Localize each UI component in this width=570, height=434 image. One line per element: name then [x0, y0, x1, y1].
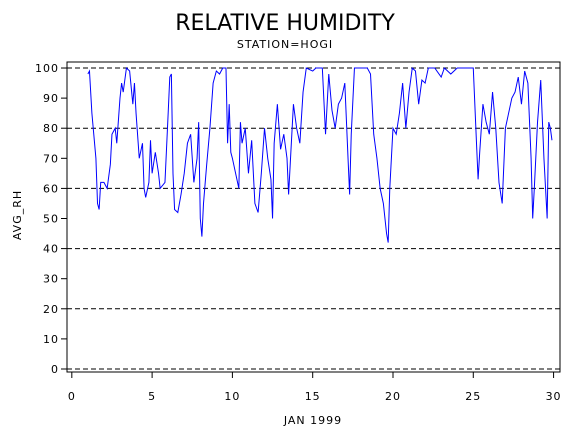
x-tick-label: 20: [385, 390, 401, 403]
plot-frame: [66, 61, 561, 373]
y-tick-label: 70: [43, 152, 59, 165]
y-tick-label: 40: [43, 243, 59, 256]
chart-subtitle: STATION=HOGI: [237, 38, 333, 51]
x-tick-label: 25: [465, 390, 481, 403]
x-axis-label: JAN 1999: [283, 414, 342, 427]
x-tick-label: 5: [148, 390, 156, 403]
x-tick-label: 10: [224, 390, 240, 403]
x-tick-label: 0: [68, 390, 76, 403]
y-tick-label: 10: [43, 333, 59, 346]
x-tick-label: 30: [546, 390, 562, 403]
x-tick-label: 15: [305, 390, 321, 403]
y-tick-label: 0: [51, 363, 59, 376]
y-tick-label: 90: [43, 92, 59, 105]
y-tick-label: 50: [43, 213, 59, 226]
y-tick-label: 20: [43, 303, 59, 316]
y-tick-label: 30: [43, 273, 59, 286]
y-tick-label: 80: [43, 122, 59, 135]
y-axis-label: AVG_RH: [11, 190, 24, 240]
y-tick-label: 100: [35, 62, 59, 75]
data-line: [87, 66, 553, 243]
y-tick-label: 60: [43, 182, 59, 195]
chart-title: RELATIVE HUMIDITY: [175, 11, 395, 36]
